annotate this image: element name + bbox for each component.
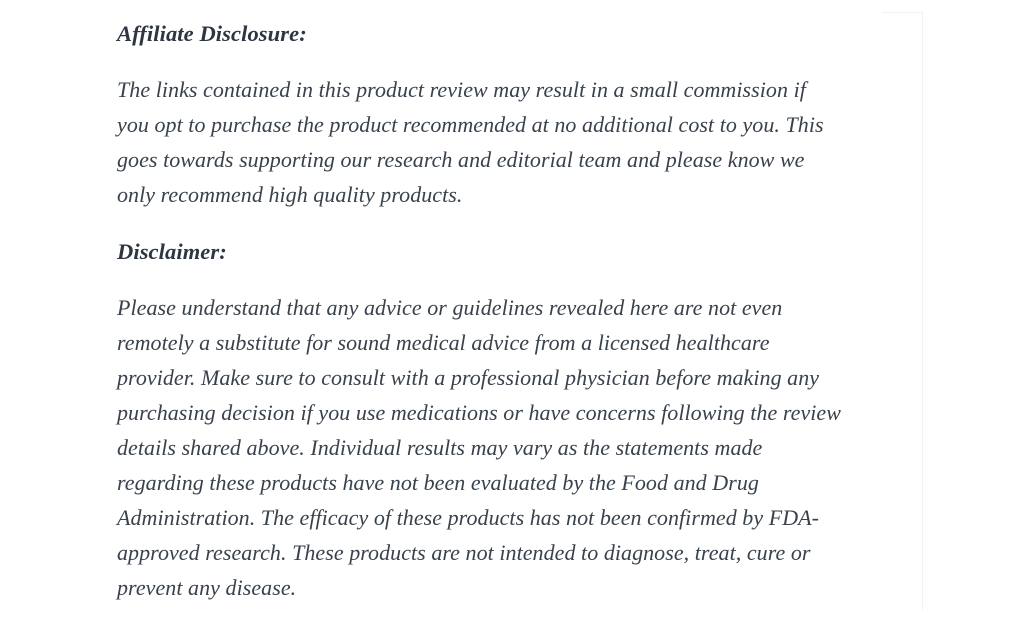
disclaimer-heading: Disclaimer: [117, 239, 227, 264]
disclaimer-paragraph: Please understand that any advice or gui… [117, 295, 841, 600]
affiliate-disclosure-heading: Affiliate Disclosure: [117, 21, 307, 46]
affiliate-disclosure-paragraph: The links contained in this product revi… [117, 77, 824, 207]
disclosure-section: Affiliate Disclosure: The links containe… [117, 16, 923, 627]
adjacent-block-top-border [882, 12, 923, 13]
adjacent-block-left-border [922, 12, 923, 610]
